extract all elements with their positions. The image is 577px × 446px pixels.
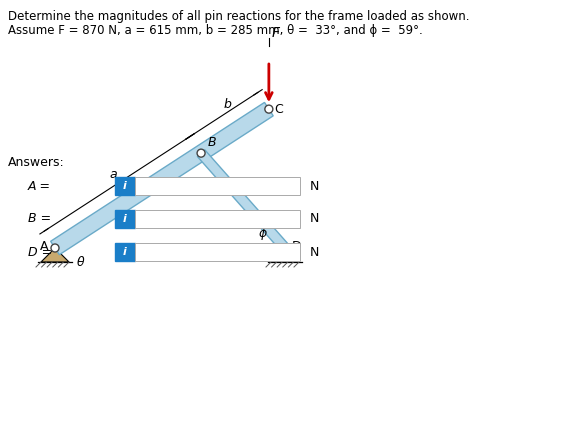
Text: ϕ: ϕ bbox=[258, 227, 267, 240]
Text: D =: D = bbox=[28, 245, 52, 259]
FancyBboxPatch shape bbox=[115, 210, 135, 228]
Circle shape bbox=[197, 149, 205, 157]
Text: Answers:: Answers: bbox=[8, 156, 65, 169]
Text: i: i bbox=[123, 214, 127, 224]
FancyBboxPatch shape bbox=[135, 243, 300, 261]
Text: A: A bbox=[39, 240, 48, 253]
Text: θ: θ bbox=[77, 256, 85, 269]
Text: D: D bbox=[292, 240, 302, 253]
Polygon shape bbox=[41, 248, 69, 262]
Text: b: b bbox=[223, 99, 231, 112]
Text: N: N bbox=[310, 212, 320, 226]
Text: i: i bbox=[123, 247, 127, 257]
Text: B =: B = bbox=[28, 212, 51, 226]
Text: C: C bbox=[274, 103, 283, 116]
Circle shape bbox=[281, 244, 289, 252]
FancyBboxPatch shape bbox=[115, 177, 135, 195]
FancyBboxPatch shape bbox=[135, 210, 300, 228]
FancyBboxPatch shape bbox=[115, 243, 135, 261]
Text: N: N bbox=[310, 179, 320, 193]
Polygon shape bbox=[271, 248, 299, 262]
Text: a: a bbox=[109, 168, 117, 181]
Text: B: B bbox=[208, 136, 217, 149]
Circle shape bbox=[51, 244, 59, 252]
FancyBboxPatch shape bbox=[135, 177, 300, 195]
Text: N: N bbox=[310, 245, 320, 259]
Circle shape bbox=[265, 105, 273, 113]
Text: i: i bbox=[123, 181, 127, 191]
Text: Determine the magnitudes of all pin reactions for the frame loaded as shown.: Determine the magnitudes of all pin reac… bbox=[8, 10, 470, 23]
Text: Assume F = 870 N, a = 615 mm, b = 285 mm, θ =  33°, and ϕ =  59°.: Assume F = 870 N, a = 615 mm, b = 285 mm… bbox=[8, 24, 423, 37]
Text: A =: A = bbox=[28, 179, 51, 193]
Polygon shape bbox=[197, 150, 288, 251]
Polygon shape bbox=[51, 103, 273, 255]
Text: F: F bbox=[272, 26, 280, 40]
